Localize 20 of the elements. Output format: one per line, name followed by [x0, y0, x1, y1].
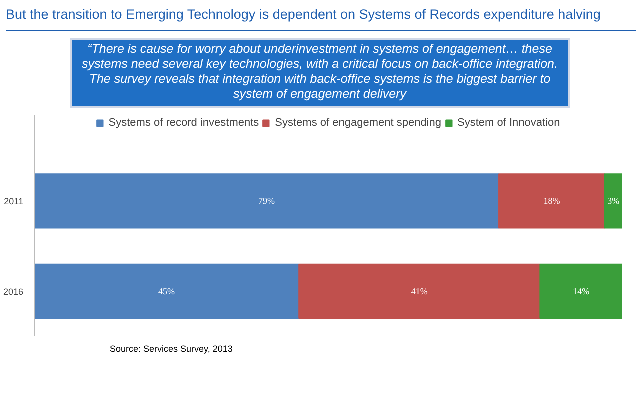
y-tick-label: 2011 [4, 196, 24, 207]
source-note: Source: Services Survey, 2013 [110, 343, 233, 356]
data-label: 3% [608, 196, 620, 206]
y-tick-label: 2016 [3, 286, 24, 297]
data-label: 18% [544, 196, 561, 206]
bar [34, 174, 500, 229]
text: “There is cause for worry about underinvestment in systems of engagement… these systems need several key technologies, with a critical focus on back-office integration. The survey reveals that integration with back-office systems is the biggest barrier to system of engagement delivery [81, 42, 559, 102]
bar [540, 264, 622, 319]
data-label: 79% [258, 196, 276, 206]
bar [604, 174, 622, 229]
bar [34, 264, 300, 319]
data-label: 14% [573, 286, 590, 296]
chart-title: But the transition to Emerging Technology is dependent on Systems of Records expenditure halving [6, 6, 601, 24]
data-label: 45% [158, 286, 176, 296]
bar [298, 264, 541, 319]
bar [498, 174, 606, 229]
data-label: 41% [411, 286, 428, 296]
legend-label: Systems of record investments [108, 117, 260, 129]
legend-label: Systems of engagement spending [275, 117, 442, 129]
legend-label: System of Innovation [457, 117, 560, 129]
